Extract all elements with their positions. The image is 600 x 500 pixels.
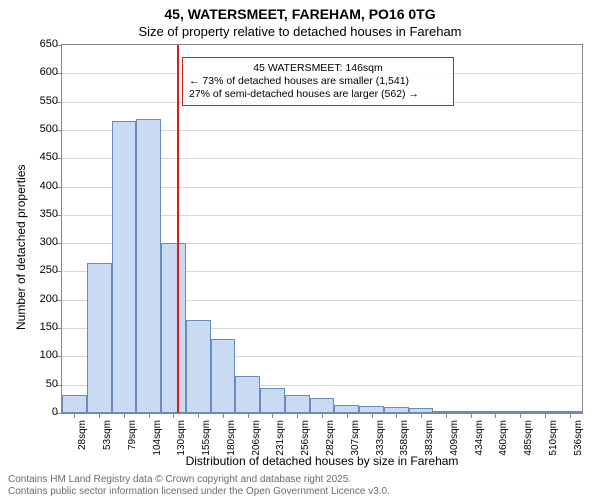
y-tick-label: 500: [18, 123, 58, 135]
histogram-bar: [136, 119, 161, 413]
histogram-bar: [260, 388, 285, 413]
x-tick-mark: [173, 413, 174, 418]
x-tick-mark: [198, 413, 199, 418]
footer-line1: Contains HM Land Registry data © Crown c…: [8, 474, 390, 486]
x-tick-label: 409sqm: [449, 420, 460, 456]
x-tick-label: 256sqm: [300, 420, 311, 456]
x-tick-mark: [570, 413, 571, 418]
y-tick-label: 50: [18, 378, 58, 390]
x-tick-mark: [124, 413, 125, 418]
annotation-line2: 27% of semi-detached houses are larger (…: [189, 88, 419, 100]
y-tick-label: 250: [18, 264, 58, 276]
x-tick-label: 307sqm: [350, 420, 361, 456]
x-tick-label: 434sqm: [474, 420, 485, 456]
x-tick-label: 460sqm: [498, 420, 509, 456]
x-tick-label: 282sqm: [325, 420, 336, 456]
histogram-bar: [186, 320, 211, 413]
annotation-title: 45 WATERSMEET: 146sqm: [189, 62, 447, 75]
x-tick-mark: [421, 413, 422, 418]
footer-attribution: Contains HM Land Registry data © Crown c…: [8, 474, 390, 498]
y-tick-label: 650: [18, 38, 58, 50]
x-tick-mark: [495, 413, 496, 418]
histogram-bar: [87, 263, 112, 413]
x-tick-label: 155sqm: [201, 420, 212, 456]
y-tick-label: 400: [18, 180, 58, 192]
y-tick-label: 0: [18, 406, 58, 418]
x-tick-mark: [520, 413, 521, 418]
y-tick-label: 300: [18, 236, 58, 248]
histogram-bar: [62, 395, 87, 413]
x-tick-label: 206sqm: [251, 420, 262, 456]
histogram-bar: [112, 121, 137, 413]
x-tick-mark: [372, 413, 373, 418]
histogram-bar: [235, 376, 260, 413]
x-tick-mark: [347, 413, 348, 418]
histogram-bar: [211, 339, 236, 413]
plot-area: 45 WATERSMEET: 146sqm ← 73% of detached …: [61, 44, 583, 414]
chart-subtitle: Size of property relative to detached ho…: [0, 24, 600, 39]
x-tick-label: 333sqm: [375, 420, 386, 456]
x-axis-label: Distribution of detached houses by size …: [61, 454, 583, 468]
x-tick-mark: [322, 413, 323, 418]
x-tick-label: 28sqm: [77, 420, 88, 450]
y-tick-label: 350: [18, 208, 58, 220]
x-tick-label: 79sqm: [127, 420, 138, 450]
x-tick-label: 485sqm: [523, 420, 534, 456]
y-tick-label: 550: [18, 95, 58, 107]
x-tick-mark: [248, 413, 249, 418]
y-tick-label: 600: [18, 66, 58, 78]
x-tick-mark: [149, 413, 150, 418]
x-tick-label: 536sqm: [573, 420, 584, 456]
x-tick-label: 130sqm: [176, 420, 187, 456]
y-tick-label: 150: [18, 321, 58, 333]
x-tick-mark: [471, 413, 472, 418]
histogram-bar: [334, 405, 359, 413]
histogram-bar: [359, 406, 384, 413]
y-tick-label: 100: [18, 349, 58, 361]
x-tick-mark: [545, 413, 546, 418]
x-tick-mark: [297, 413, 298, 418]
histogram-bar: [285, 395, 310, 413]
x-tick-label: 104sqm: [152, 420, 163, 456]
x-tick-mark: [223, 413, 224, 418]
chart-title: 45, WATERSMEET, FAREHAM, PO16 0TG: [0, 6, 600, 22]
chart-container: 45, WATERSMEET, FAREHAM, PO16 0TG Size o…: [0, 0, 600, 500]
y-tick-label: 450: [18, 151, 58, 163]
footer-line2: Contains public sector information licen…: [8, 486, 390, 498]
annotation-line1: ← 73% of detached houses are smaller (1,…: [189, 75, 409, 87]
annotation-box: 45 WATERSMEET: 146sqm ← 73% of detached …: [182, 57, 454, 106]
x-tick-label: 231sqm: [275, 420, 286, 456]
x-tick-mark: [74, 413, 75, 418]
x-tick-mark: [99, 413, 100, 418]
x-tick-label: 53sqm: [102, 420, 113, 450]
histogram-bar: [310, 398, 335, 413]
reference-line: [177, 45, 179, 413]
x-tick-mark: [446, 413, 447, 418]
x-tick-mark: [396, 413, 397, 418]
histogram-bar: [161, 243, 186, 413]
x-tick-mark: [272, 413, 273, 418]
x-tick-label: 510sqm: [548, 420, 559, 456]
x-tick-label: 358sqm: [399, 420, 410, 456]
y-tick-label: 200: [18, 293, 58, 305]
x-tick-label: 383sqm: [424, 420, 435, 456]
x-tick-label: 180sqm: [226, 420, 237, 456]
